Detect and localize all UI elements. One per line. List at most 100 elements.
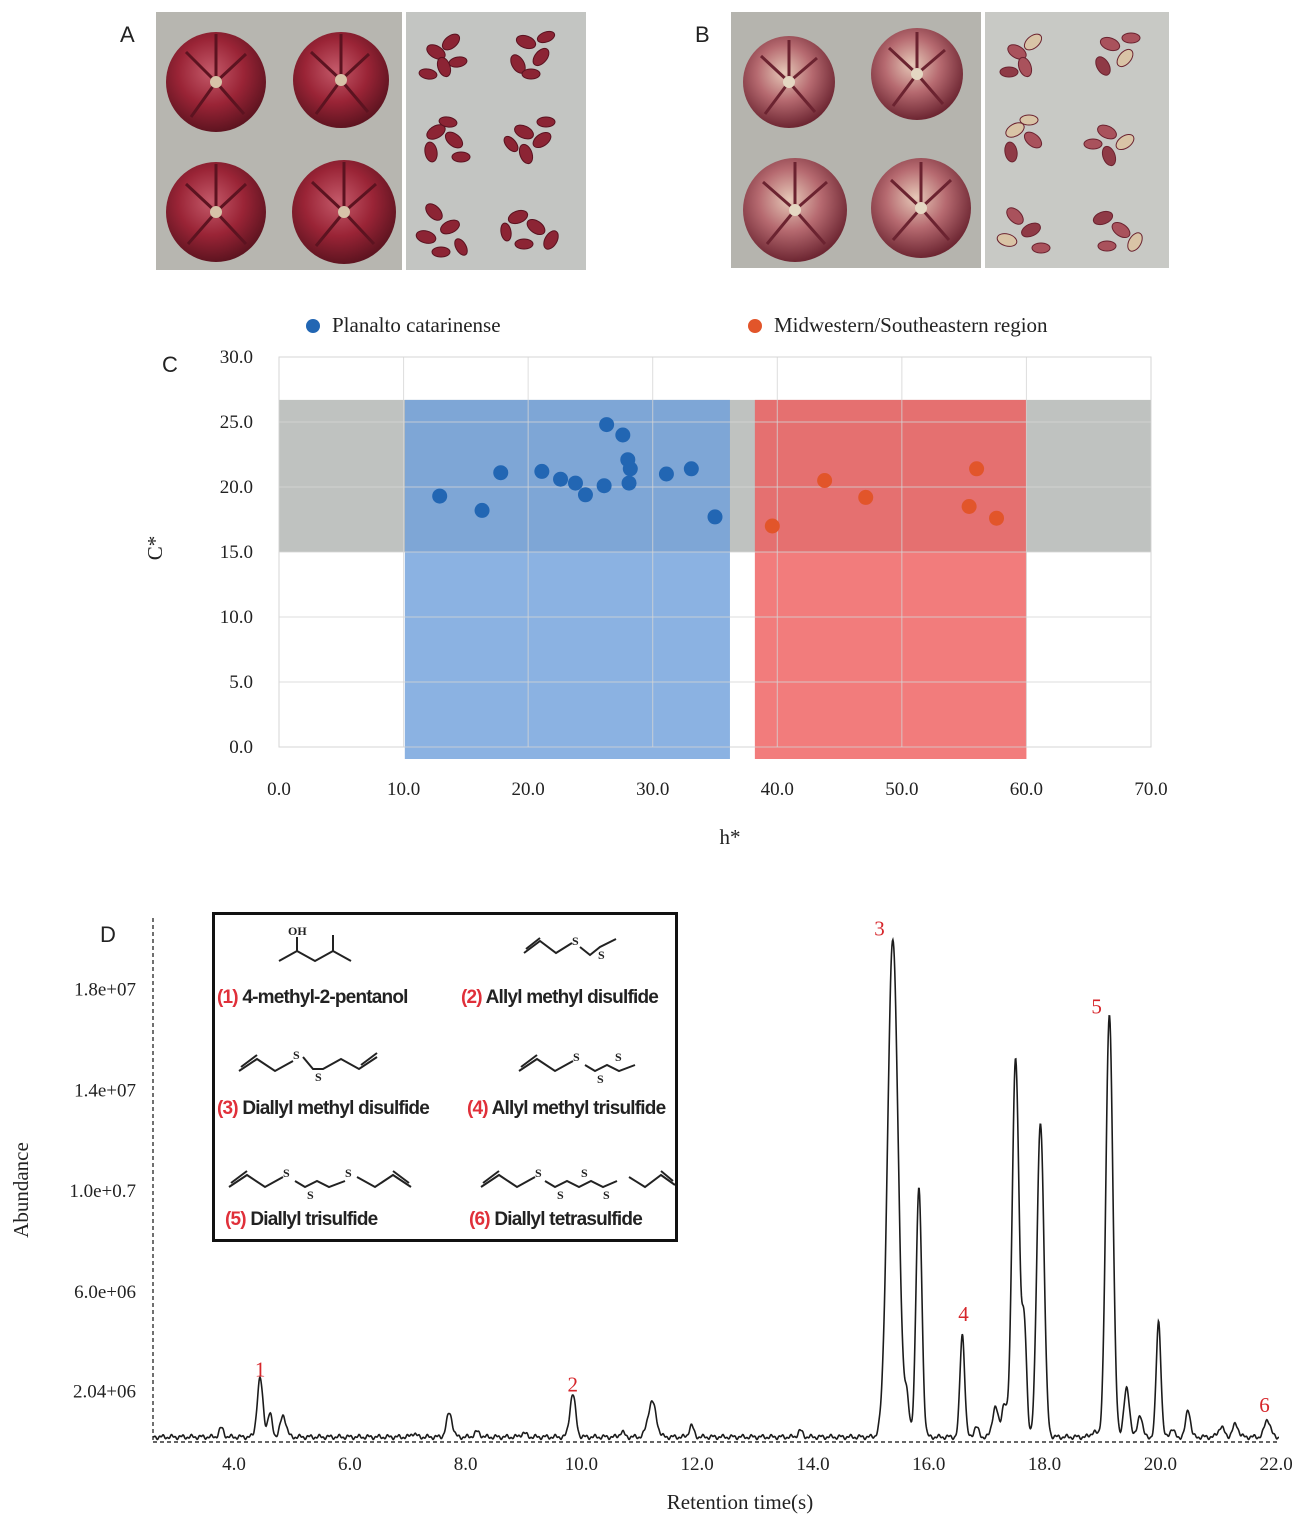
legend-item-midwestern: Midwestern/Southeastern region: [748, 313, 1048, 338]
point-planalto: [599, 417, 615, 433]
x-tick-label: 18.0: [1028, 1454, 1061, 1475]
x-axis-label: Retention time(s): [667, 1490, 813, 1514]
point-planalto: [658, 466, 674, 482]
legend-label-planalto: Planalto catarinense: [332, 313, 501, 337]
panel-label-c: C: [162, 352, 178, 377]
y-tick-label: 2.04+06: [73, 1382, 136, 1403]
point-planalto: [432, 488, 448, 504]
x-tick-label: 40.0: [761, 779, 794, 800]
x-tick-label: 20.0: [512, 779, 545, 800]
y-tick-label: 0.0: [229, 737, 253, 758]
x-tick-label: 22.0: [1259, 1454, 1292, 1475]
x-tick-label: 70.0: [1134, 779, 1167, 800]
point-midwestern: [764, 518, 780, 534]
compound-5: (5) Diallyl trisulfide: [225, 1209, 378, 1231]
atom-label: S: [557, 1188, 564, 1201]
compound-num: (2): [461, 987, 483, 1008]
point-planalto: [707, 509, 723, 525]
structure-6-icon: S S S S: [480, 1166, 676, 1201]
point-planalto: [622, 461, 638, 477]
y-axis-label: C*: [143, 536, 167, 561]
atom-label: S: [573, 1050, 580, 1064]
structure-1-icon: OH: [278, 924, 352, 963]
compound-1: (1) 4-methyl-2-pentanol: [217, 987, 408, 1009]
point-planalto: [621, 475, 637, 491]
panel-label-a: A: [120, 22, 135, 47]
chromatogram-trace: [152, 937, 1280, 1441]
atom-label: S: [598, 948, 605, 962]
region-blue: [404, 399, 730, 759]
photo-a-bulbs: [156, 12, 402, 270]
x-tick-label: 6.0: [338, 1454, 362, 1475]
atom-label: S: [581, 1166, 588, 1180]
structure-3-icon: S S: [238, 1048, 378, 1084]
x-tick-label: 14.0: [796, 1454, 829, 1475]
bulb: [293, 32, 389, 128]
bulb: [743, 36, 835, 128]
point-planalto: [567, 475, 583, 491]
peak-label: 3: [874, 917, 885, 941]
point-midwestern: [969, 461, 985, 477]
photo-a-cloves: [406, 12, 586, 270]
peak-label: 2: [567, 1373, 578, 1397]
y-tick-label: 1.0e+0.7: [69, 1181, 136, 1202]
atom-label: S: [315, 1070, 322, 1084]
point-midwestern: [989, 510, 1005, 526]
compound-name: Allyl methyl disulfide: [485, 987, 659, 1008]
point-planalto: [596, 478, 612, 494]
point-planalto: [534, 463, 550, 479]
compound-name: 4-methyl-2-pentanol: [242, 987, 408, 1008]
x-tick-label: 10.0: [387, 779, 420, 800]
x-tick-label: 8.0: [454, 1454, 478, 1475]
point-planalto: [577, 487, 593, 503]
panel-label-b: B: [695, 22, 710, 47]
atom-label: S: [345, 1166, 352, 1180]
atom-label: S: [307, 1188, 314, 1201]
atom-label: OH: [288, 924, 307, 938]
point-midwestern: [858, 489, 874, 505]
compound-2: (2) Allyl methyl disulfide: [461, 987, 659, 1009]
compound-name: Diallyl methyl disulfide: [242, 1098, 429, 1119]
legend-label-midwestern: Midwestern/Southeastern region: [774, 313, 1048, 337]
point-midwestern: [961, 499, 977, 514]
x-tick-label: 10.0: [565, 1454, 598, 1475]
compound-name: Allyl methyl trisulfide: [491, 1098, 667, 1119]
y-tick-label: 10.0: [220, 607, 253, 628]
structure-4-icon: S S S: [518, 1050, 636, 1085]
atom-label: S: [283, 1166, 290, 1180]
point-planalto: [474, 502, 490, 518]
y-tick-label: 6.0e+06: [74, 1282, 136, 1303]
point-midwestern: [817, 473, 833, 488]
compound-6: (6) Diallyl tetrasulfide: [469, 1209, 643, 1231]
compound-legend-box: OH (1) 4-methyl-2-pentanol S S (2) Allyl…: [212, 912, 678, 1242]
y-tick-label: 25.0: [220, 412, 253, 433]
atom-label: S: [293, 1048, 300, 1062]
legend-marker-blue: [306, 318, 320, 333]
peak-label: 6: [1259, 1393, 1270, 1417]
y-tick-label: 15.0: [220, 542, 253, 563]
point-planalto: [615, 427, 631, 443]
x-tick-label: 50.0: [885, 779, 918, 800]
atom-label: S: [603, 1188, 610, 1201]
y-tick-label: 5.0: [229, 672, 253, 693]
compound-num: (6): [469, 1209, 491, 1230]
x-tick-label: 30.0: [636, 779, 669, 800]
legend-marker-orange: [748, 318, 762, 333]
chart-c: 0.0 10.0 20.0 30.0 40.0 50.0 60.0 70.0 0.0 5.0 10.…: [143, 347, 1168, 849]
atom-label: S: [572, 934, 579, 948]
bulb: [166, 162, 266, 262]
compound-name: Diallyl tetrasulfide: [494, 1209, 642, 1230]
chart-c-legend: Planalto catarinense Midwestern/Southeas…: [300, 313, 1120, 343]
structure-2-icon: S S: [523, 934, 617, 962]
atom-label: S: [615, 1050, 622, 1064]
compound-num: (5): [225, 1209, 247, 1230]
peak-label: 1: [255, 1358, 266, 1382]
compound-4: (4) Allyl methyl trisulfide: [467, 1098, 667, 1120]
bulb: [292, 160, 396, 264]
bulb: [871, 158, 971, 258]
photo-b-cloves: [985, 12, 1169, 268]
y-tick-label: 20.0: [220, 477, 253, 498]
x-tick-label: 60.0: [1010, 779, 1043, 800]
bulb: [743, 158, 847, 262]
compound-num: (1): [217, 987, 239, 1008]
